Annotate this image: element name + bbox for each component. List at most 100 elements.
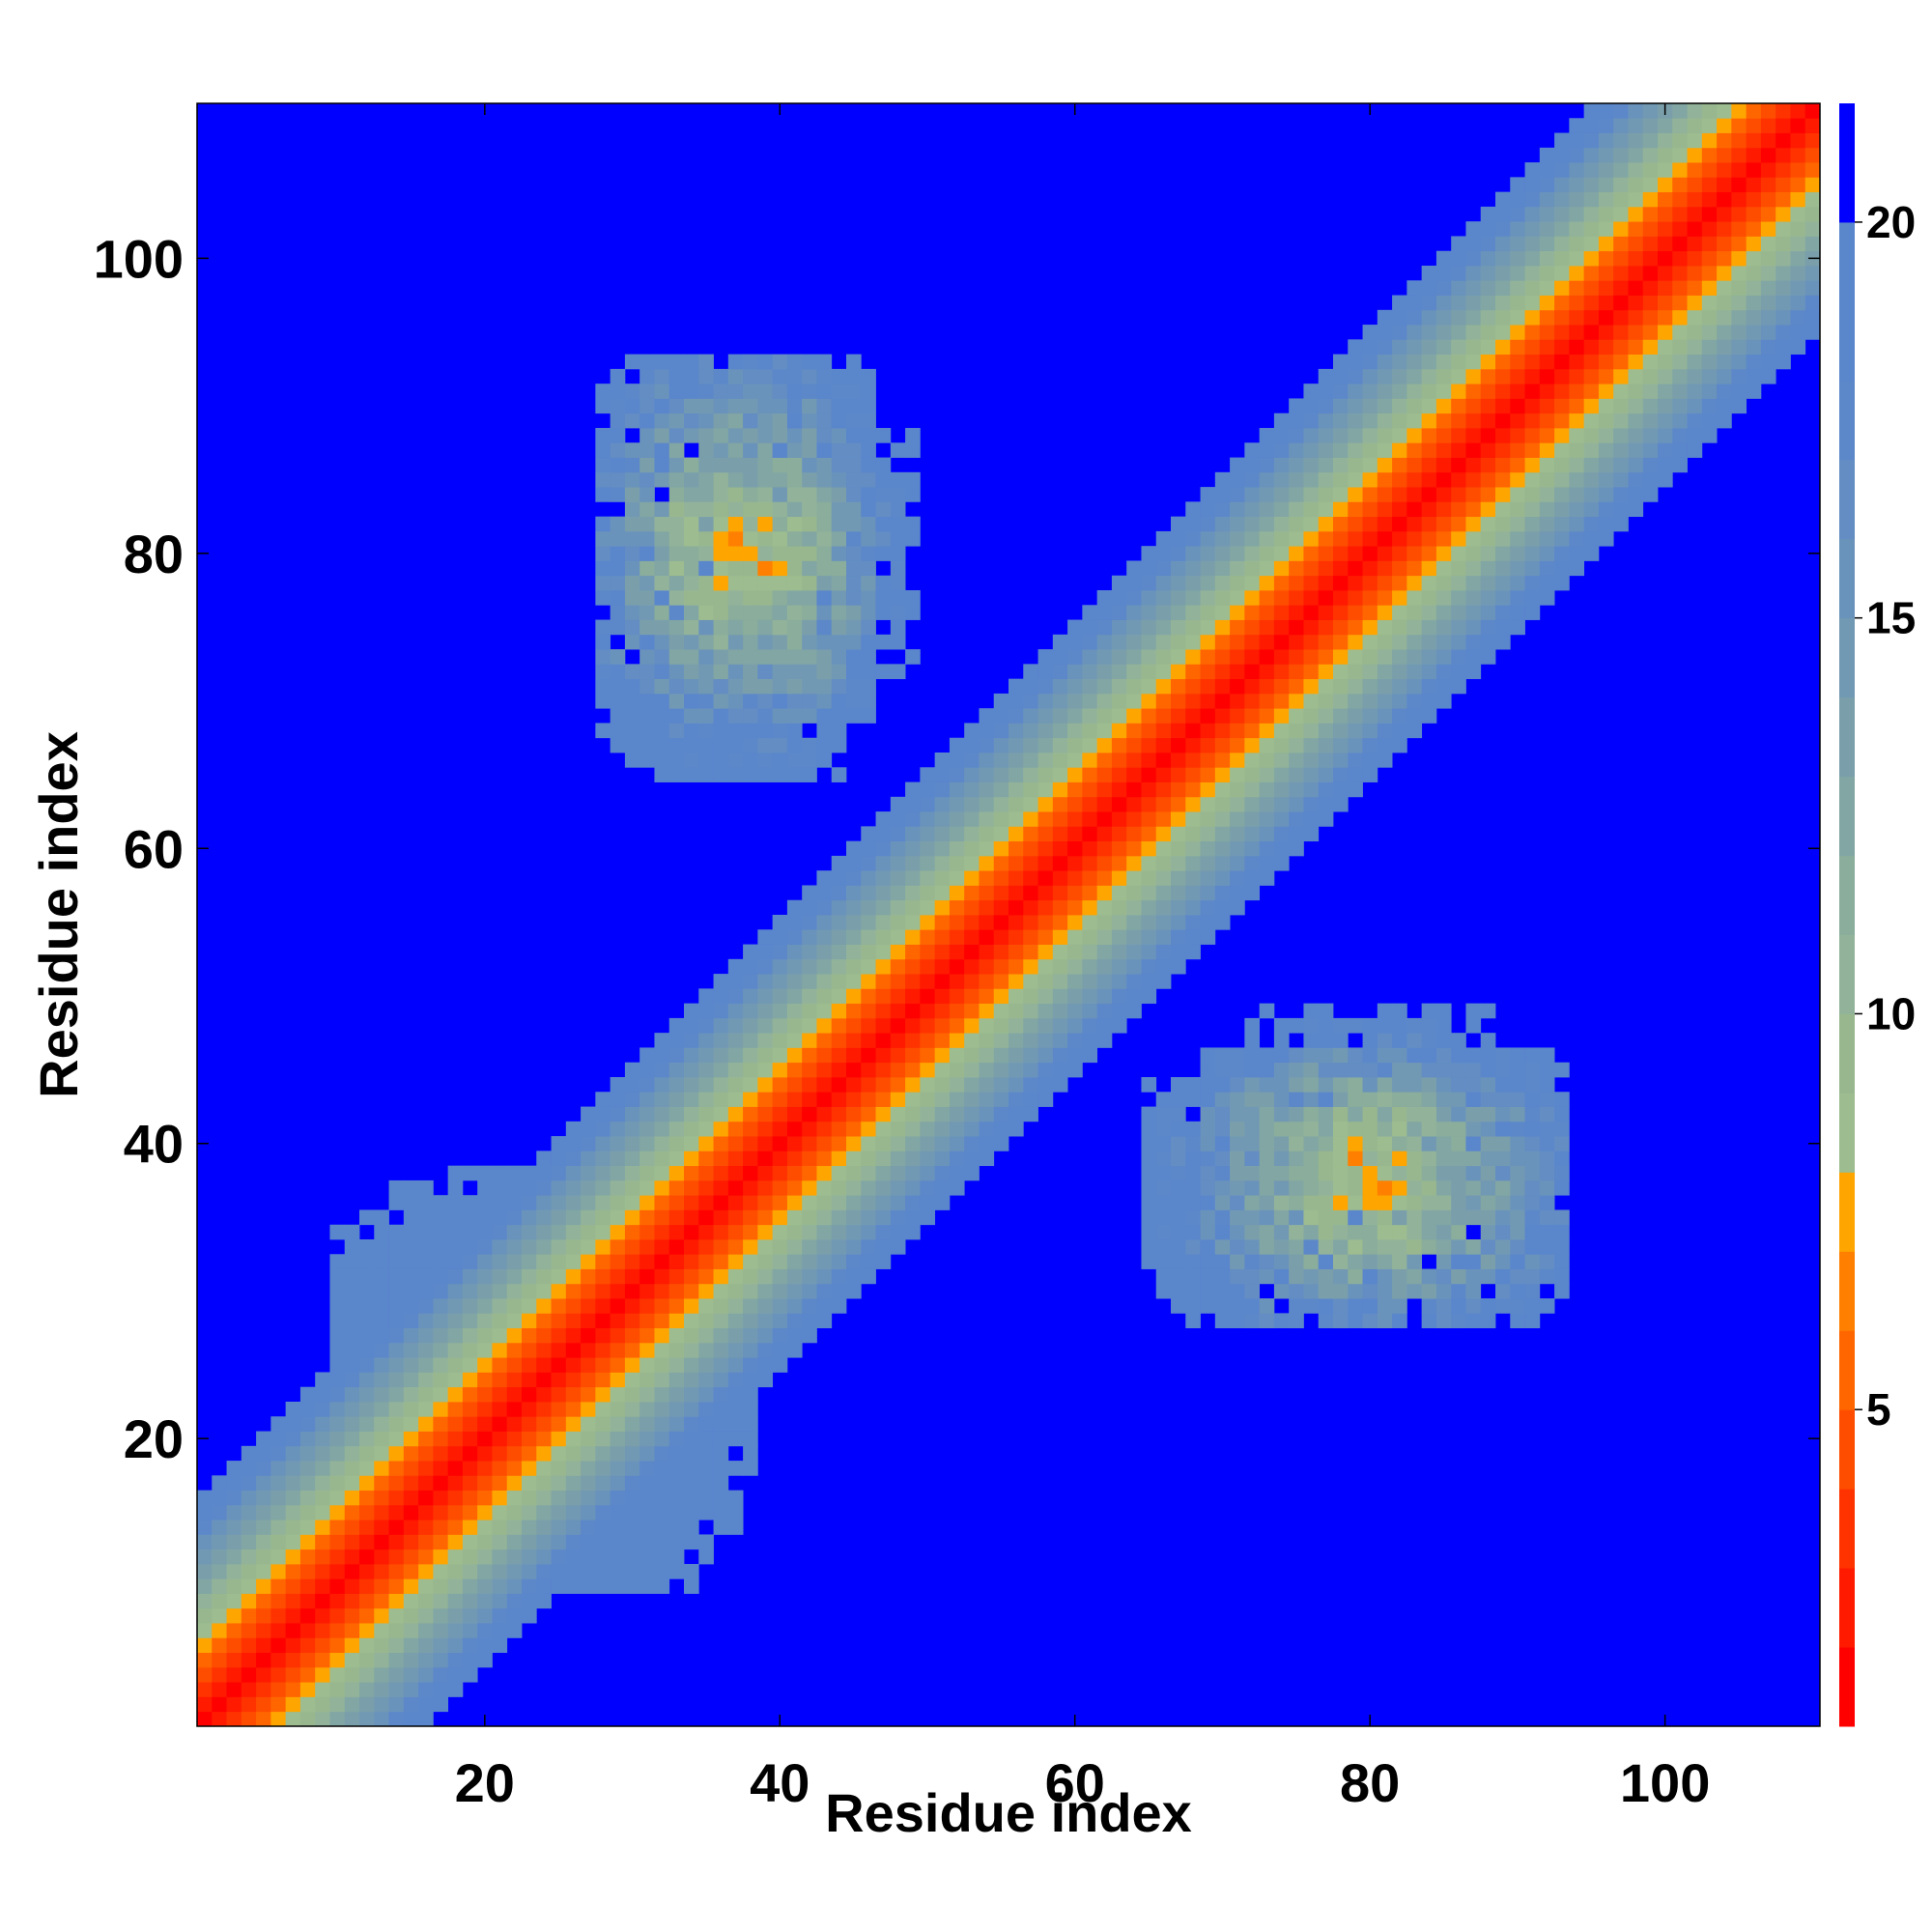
- heatmap-cell: [654, 1461, 670, 1476]
- heatmap-cell: [1214, 915, 1231, 930]
- heatmap-cell: [1244, 634, 1261, 650]
- heatmap-cell: [447, 1637, 464, 1654]
- heatmap-cell: [654, 737, 670, 753]
- heatmap-cell: [743, 974, 758, 989]
- heatmap-cell: [506, 1283, 523, 1299]
- heatmap-cell: [698, 1357, 714, 1373]
- heatmap-cell: [1096, 988, 1113, 1005]
- heatmap-cell: [418, 1224, 434, 1240]
- heatmap-cell: [565, 1179, 582, 1196]
- heatmap-cell: [329, 1490, 346, 1506]
- heatmap-cell: [816, 1003, 833, 1019]
- heatmap-cell: [492, 1268, 508, 1285]
- heatmap-cell: [1126, 560, 1142, 577]
- heatmap-cell: [1273, 1047, 1290, 1064]
- heatmap-cell: [433, 1431, 449, 1447]
- heatmap-cell: [639, 442, 655, 458]
- heatmap-cell: [993, 781, 1009, 798]
- heatmap-cell: [344, 1623, 360, 1638]
- heatmap-cell: [1082, 1003, 1098, 1019]
- heatmap-cell: [727, 1047, 744, 1064]
- heatmap-cell: [786, 1179, 803, 1196]
- heatmap-cell: [1141, 708, 1157, 724]
- heatmap-cell: [890, 974, 906, 989]
- heatmap-cell: [1155, 1106, 1172, 1122]
- heatmap-cell: [1392, 295, 1407, 311]
- heatmap-cell: [1613, 280, 1629, 296]
- heatmap-cell: [639, 560, 655, 577]
- heatmap-cell: [359, 1327, 375, 1344]
- heatmap-cell: [565, 1195, 582, 1210]
- heatmap-cell: [979, 1092, 995, 1107]
- heatmap-cell: [447, 1666, 464, 1683]
- heatmap-cell: [522, 1504, 537, 1520]
- heatmap-cell: [581, 1475, 596, 1492]
- heatmap-cell: [1642, 309, 1659, 326]
- heatmap-cell: [1776, 103, 1791, 119]
- heatmap-cell: [1554, 191, 1570, 208]
- heatmap-cell: [1052, 974, 1068, 989]
- heatmap-cell: [1406, 428, 1423, 443]
- heatmap-cell: [1244, 457, 1261, 473]
- heatmap-cell: [1613, 398, 1629, 414]
- heatmap-cell: [1171, 605, 1186, 620]
- heatmap-cell: [1539, 1062, 1555, 1078]
- heatmap-cell: [1613, 191, 1629, 208]
- heatmap-cell: [1583, 398, 1600, 414]
- heatmap-cell: [1185, 664, 1201, 680]
- heatmap-cell: [1052, 840, 1068, 857]
- heatmap-cell: [299, 1593, 316, 1609]
- heatmap-cell: [1554, 236, 1570, 252]
- heatmap-cell: [1037, 988, 1054, 1005]
- heatmap-cell: [639, 1224, 655, 1240]
- heatmap-cell: [1348, 664, 1363, 680]
- heatmap-cell: [668, 619, 685, 636]
- heatmap-cell: [727, 1416, 744, 1432]
- heatmap-cell: [1259, 767, 1275, 782]
- heatmap-cell: [786, 1062, 803, 1078]
- heatmap-cell: [1230, 619, 1245, 636]
- heatmap-cell: [1746, 368, 1762, 384]
- heatmap-cell: [1731, 147, 1747, 163]
- heatmap-cell: [920, 855, 936, 871]
- heatmap-cell: [786, 1136, 803, 1151]
- heatmap-cell: [1214, 590, 1231, 606]
- heatmap-cell: [1333, 649, 1349, 665]
- heatmap-cell: [1333, 442, 1349, 458]
- heatmap-cell: [359, 1445, 375, 1462]
- heatmap-cell: [846, 1106, 862, 1122]
- heatmap-cell: [1539, 1268, 1555, 1285]
- heatmap-cell: [802, 428, 817, 443]
- heatmap-cell: [388, 1475, 405, 1492]
- heatmap-cell: [1451, 634, 1466, 650]
- heatmap-cell: [329, 1637, 346, 1654]
- heatmap-cell: [1082, 974, 1098, 989]
- heatmap-cell: [565, 1283, 582, 1299]
- heatmap-cell: [698, 442, 714, 458]
- heatmap-cell: [1067, 1047, 1083, 1064]
- heatmap-cell: [388, 1534, 405, 1550]
- heatmap-cell: [1598, 250, 1614, 267]
- heatmap-cell: [1259, 753, 1275, 768]
- heatmap-cell: [1082, 767, 1098, 782]
- heatmap-cell: [1303, 428, 1320, 443]
- heatmap-cell: [1259, 1224, 1275, 1240]
- heatmap-cell: [1421, 428, 1437, 443]
- heatmap-cell: [1613, 516, 1629, 532]
- heatmap-cell: [727, 1298, 744, 1314]
- heatmap-cell: [802, 442, 817, 458]
- heatmap-cell: [241, 1666, 257, 1683]
- heatmap-cell: [727, 575, 744, 591]
- heatmap-cell: [949, 781, 965, 798]
- heatmap-cell: [1435, 1179, 1452, 1196]
- heatmap-cell: [802, 929, 817, 945]
- heatmap-cell: [1230, 1268, 1245, 1285]
- heatmap-cell: [1613, 457, 1629, 473]
- heatmap-cell: [1141, 723, 1157, 739]
- heatmap-cell: [1214, 737, 1231, 753]
- heatmap-cell: [875, 1121, 892, 1137]
- heatmap-cell: [1009, 767, 1024, 782]
- heatmap-cell: [418, 1239, 434, 1255]
- colorbar-segment: [1839, 1093, 1855, 1173]
- heatmap-cell: [1628, 266, 1644, 281]
